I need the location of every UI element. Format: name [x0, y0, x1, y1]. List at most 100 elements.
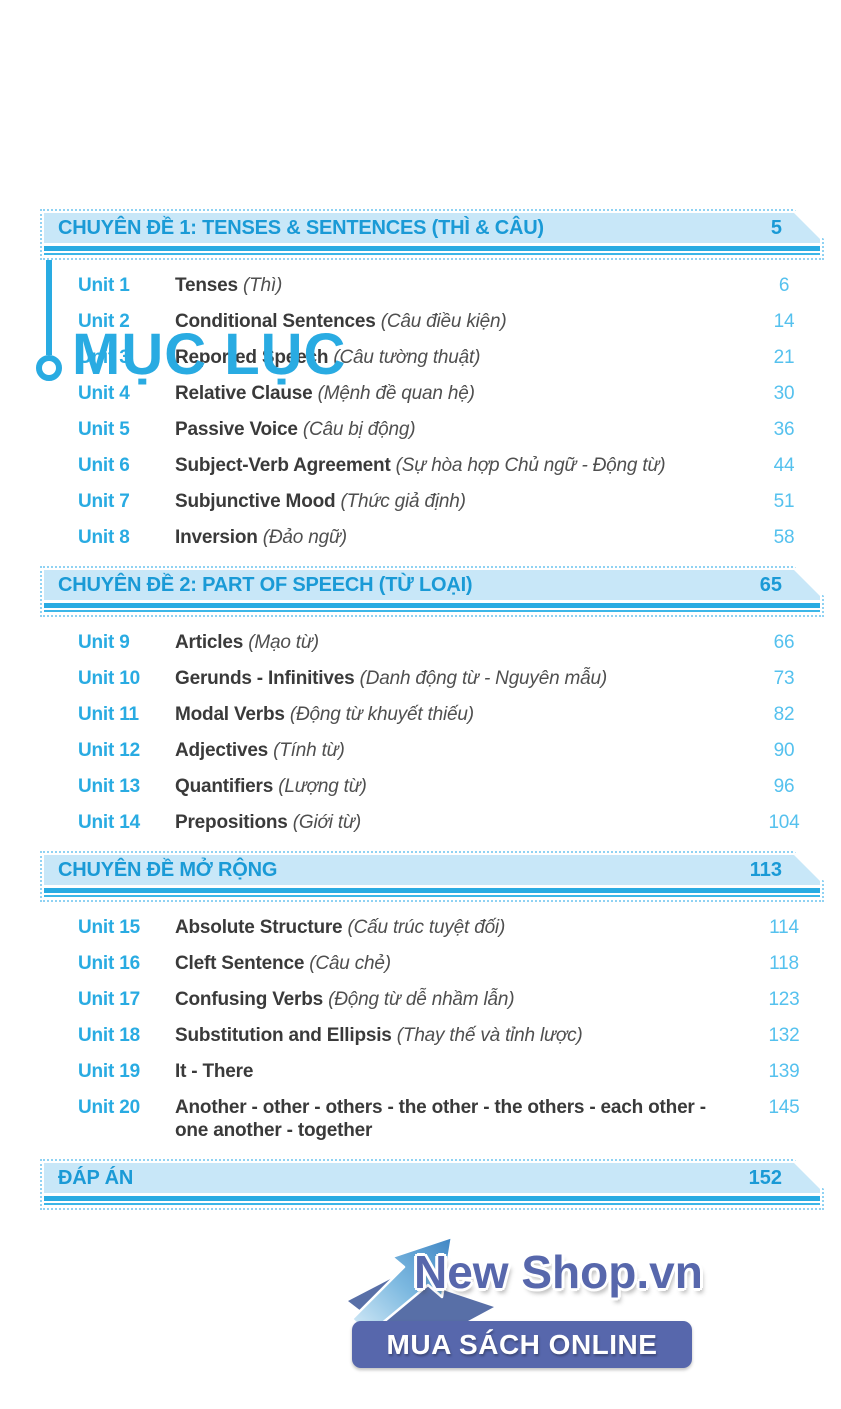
unit-row: Unit 19 It - There 139	[40, 1054, 824, 1090]
unit-page-number: 123	[768, 989, 800, 1010]
unit-title-text: Subject-Verb Agreement	[175, 455, 391, 476]
unit-title-text: Confusing Verbs	[175, 989, 323, 1010]
header-underline-thin	[44, 253, 820, 255]
unit-title-text: Adjectives	[175, 740, 269, 761]
section-page-number: 65	[759, 573, 782, 596]
unit-row: Unit 4 Relative Clause (Mệnh đề quan hệ)…	[40, 376, 824, 412]
unit-row: Unit 1 Tenses (Thì) 6	[40, 268, 824, 304]
unit-page-number: 58	[773, 527, 795, 548]
unit-row: Unit 9 Articles (Mạo từ) 66	[40, 625, 824, 661]
unit-label: Unit 12	[78, 740, 140, 761]
section-page-number: 113	[749, 858, 782, 881]
unit-page-number: 104	[768, 812, 800, 833]
unit-row: Unit 12 Adjectives (Tính từ) 90	[40, 733, 824, 769]
unit-label: Unit 2	[78, 311, 130, 332]
unit-title-text: Substitution and Ellipsis	[175, 1025, 392, 1046]
unit-label: Unit 11	[78, 704, 139, 725]
unit-title: Reported Speech (Câu tường thuật)	[175, 346, 744, 369]
unit-label: Unit 1	[78, 275, 130, 296]
toc-section: CHUYÊN ĐỀ 1: TENSES & SENTENCES (THÌ & C…	[40, 209, 824, 556]
toc-section: CHUYÊN ĐỀ 2: PART OF SPEECH (TỪ LOẠI) 65…	[40, 566, 824, 841]
unit-title: Passive Voice (Câu bị động)	[175, 418, 744, 441]
title-pin-ring-decoration	[36, 355, 62, 381]
unit-label: Unit 4	[78, 383, 130, 404]
unit-title: Another - other - others - the other - t…	[175, 1096, 744, 1142]
unit-row: Unit 6 Subject-Verb Agreement (Sự hòa hợ…	[40, 448, 824, 484]
unit-title-translation: (Giới từ)	[292, 812, 361, 833]
unit-page-number: 36	[773, 419, 795, 440]
unit-row: Unit 5 Passive Voice (Câu bị động) 36	[40, 412, 824, 448]
newshop-logo-text: New Shop.vn	[414, 1246, 703, 1298]
unit-title-text: Tenses	[175, 275, 238, 296]
unit-title: Articles (Mạo từ)	[175, 631, 744, 654]
unit-label: Unit 10	[78, 668, 140, 689]
unit-title-text: Gerunds - Infinitives	[175, 668, 355, 689]
unit-row: Unit 11 Modal Verbs (Động từ khuyết thiế…	[40, 697, 824, 733]
header-underline-thick	[44, 603, 820, 608]
unit-title-translation: (Động từ dễ nhầm lẫn)	[328, 989, 515, 1010]
header-underline-thin	[44, 1203, 820, 1205]
unit-page-number: 114	[769, 917, 799, 938]
unit-title-text: Another - other - others - the other - t…	[175, 1097, 706, 1141]
table-of-contents: CHUYÊN ĐỀ 1: TENSES & SENTENCES (THÌ & C…	[40, 209, 824, 1210]
section-heading: ĐÁP ÁN	[58, 1166, 134, 1189]
unit-title-text: Cleft Sentence	[175, 953, 305, 974]
unit-title-translation: (Cấu trúc tuyệt đối)	[347, 917, 506, 938]
unit-list: Unit 15 Absolute Structure (Cấu trúc tuy…	[40, 902, 824, 1149]
unit-title: Subjunctive Mood (Thức giả định)	[175, 490, 744, 513]
unit-title-text: Quantifiers	[175, 776, 274, 797]
unit-title: Modal Verbs (Động từ khuyết thiếu)	[175, 703, 744, 726]
unit-label: Unit 18	[78, 1025, 140, 1046]
unit-title: Inversion (Đảo ngữ)	[175, 526, 744, 549]
unit-label: Unit 7	[78, 491, 130, 512]
unit-page-number: 66	[773, 632, 795, 653]
unit-row: Unit 14 Prepositions (Giới từ) 104	[40, 805, 824, 841]
unit-page-number: 73	[773, 668, 795, 689]
unit-title-translation: (Danh động từ - Nguyên mẫu)	[359, 668, 608, 689]
unit-title-translation: (Tính từ)	[273, 740, 345, 761]
unit-title: Adjectives (Tính từ)	[175, 739, 744, 762]
unit-label: Unit 15	[78, 917, 140, 938]
unit-title: Relative Clause (Mệnh đề quan hệ)	[175, 382, 744, 405]
unit-row: Unit 13 Quantifiers (Lượng từ) 96	[40, 769, 824, 805]
unit-title-text: Reported Speech	[175, 347, 329, 368]
header-underline-thin	[44, 895, 820, 897]
unit-row: Unit 10 Gerunds - Infinitives (Danh động…	[40, 661, 824, 697]
unit-title-translation: (Động từ khuyết thiếu)	[289, 704, 474, 725]
unit-title: Subject-Verb Agreement (Sự hòa hợp Chủ n…	[175, 454, 744, 477]
unit-label: Unit 5	[78, 419, 130, 440]
unit-title: Quantifiers (Lượng từ)	[175, 775, 744, 798]
newshop-arrow-icon	[348, 1235, 494, 1335]
unit-title-text: Inversion	[175, 527, 258, 548]
unit-label: Unit 20	[78, 1097, 140, 1118]
section-heading: CHUYÊN ĐỀ MỞ RỘNG	[58, 858, 278, 881]
unit-label: Unit 8	[78, 527, 130, 548]
unit-label: Unit 6	[78, 455, 130, 476]
unit-page-number: 6	[778, 275, 790, 296]
header-underline-thick	[44, 888, 820, 893]
unit-page-number: 118	[769, 953, 799, 974]
section-heading: CHUYÊN ĐỀ 2: PART OF SPEECH (TỪ LOẠI)	[58, 573, 473, 596]
unit-page-number: 139	[768, 1061, 800, 1082]
toc-section: CHUYÊN ĐỀ MỞ RỘNG 113 Unit 15 Absolute S…	[40, 851, 824, 1149]
unit-row: Unit 17 Confusing Verbs (Động từ dễ nhầm…	[40, 982, 824, 1018]
unit-title: Confusing Verbs (Động từ dễ nhầm lẫn)	[175, 988, 744, 1011]
unit-row: Unit 7 Subjunctive Mood (Thức giả định) …	[40, 484, 824, 520]
unit-label: Unit 9	[78, 632, 130, 653]
unit-list: Unit 9 Articles (Mạo từ) 66 Unit 10 Geru…	[40, 617, 824, 841]
newshop-banner-text: MUA SÁCH ONLINE	[386, 1328, 658, 1360]
unit-page-number: 132	[768, 1025, 800, 1046]
unit-title-text: Relative Clause	[175, 383, 313, 404]
unit-page-number: 14	[773, 311, 795, 332]
unit-title: Conditional Sentences (Câu điều kiện)	[175, 310, 744, 333]
unit-title: Absolute Structure (Cấu trúc tuyệt đối)	[175, 916, 744, 939]
unit-page-number: 51	[773, 491, 795, 512]
unit-title-text: Passive Voice	[175, 419, 298, 440]
unit-title-translation: (Lượng từ)	[278, 776, 367, 797]
unit-title: Gerunds - Infinitives (Danh động từ - Ng…	[175, 667, 744, 690]
unit-title: Cleft Sentence (Câu chẻ)	[175, 952, 744, 975]
header-underline-thick	[44, 246, 820, 251]
unit-row: Unit 3 Reported Speech (Câu tường thuật)…	[40, 340, 824, 376]
unit-title-text: Prepositions	[175, 812, 288, 833]
header-underline-thick	[44, 1196, 820, 1201]
